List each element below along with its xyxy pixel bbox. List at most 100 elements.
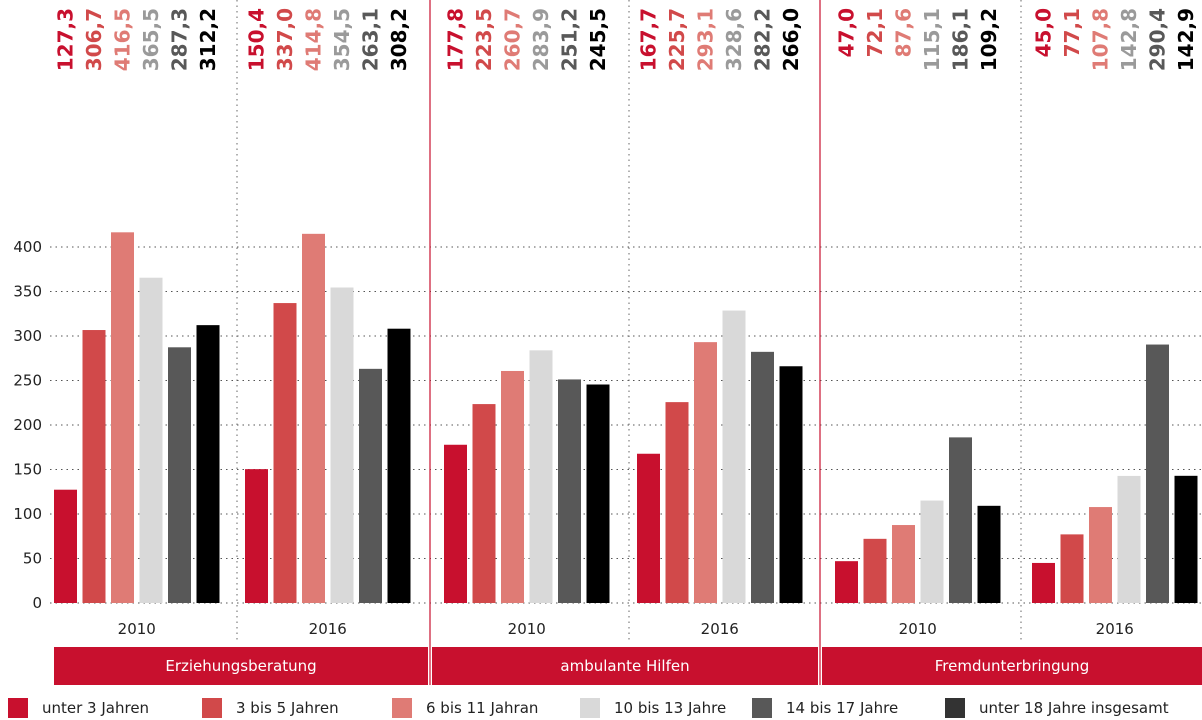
bar bbox=[111, 232, 134, 603]
value-label: 312,2 bbox=[196, 8, 220, 71]
bar bbox=[1032, 562, 1055, 603]
value-label: 283,9 bbox=[529, 8, 553, 71]
bar bbox=[529, 350, 553, 603]
bar bbox=[751, 351, 774, 603]
bar bbox=[444, 444, 467, 603]
value-label: 266,0 bbox=[779, 8, 803, 71]
y-tick-label: 300 bbox=[13, 327, 42, 345]
bar bbox=[722, 310, 746, 603]
legend-label: 3 bis 5 Jahren bbox=[236, 699, 339, 717]
value-label: 115,1 bbox=[920, 8, 944, 71]
value-label: 45,0 bbox=[1032, 8, 1056, 57]
value-label: 337,0 bbox=[273, 8, 297, 71]
value-label: 142,8 bbox=[1117, 8, 1141, 71]
group-band bbox=[54, 647, 428, 685]
legend-item: 6 bis 11 Jahran bbox=[392, 698, 538, 718]
legend-swatch bbox=[202, 698, 222, 718]
legend-item: 10 bis 13 Jahre bbox=[580, 698, 726, 718]
value-label: 354,5 bbox=[330, 8, 354, 71]
legend-label: 10 bis 13 Jahre bbox=[614, 699, 727, 717]
bar bbox=[863, 538, 887, 603]
value-label: 223,5 bbox=[472, 8, 496, 71]
group-band bbox=[432, 647, 818, 685]
legend-item: 3 bis 5 Jahren bbox=[202, 698, 339, 718]
legend-swatch bbox=[752, 698, 772, 718]
bar bbox=[330, 287, 354, 603]
bar bbox=[472, 404, 496, 603]
value-label: 167,7 bbox=[637, 8, 661, 71]
y-tick-label: 400 bbox=[13, 238, 42, 256]
x-tick-label: 2010 bbox=[899, 620, 937, 638]
bar bbox=[139, 277, 163, 603]
bar bbox=[1089, 507, 1112, 603]
bar bbox=[949, 437, 972, 603]
bar bbox=[273, 303, 297, 603]
value-label: 293,1 bbox=[694, 8, 718, 71]
value-label: 245,5 bbox=[586, 8, 610, 71]
bar bbox=[586, 384, 610, 603]
legend-swatch bbox=[392, 698, 412, 718]
value-label: 225,7 bbox=[665, 8, 689, 71]
bar bbox=[245, 469, 268, 603]
legend-item: 14 bis 17 Jahre bbox=[752, 698, 898, 718]
value-label: 260,7 bbox=[501, 8, 525, 71]
legend: unter 3 Jahren 3 bis 5 Jahren 6 bis 11 Jah… bbox=[0, 696, 1202, 720]
x-tick-label: 2016 bbox=[1096, 620, 1134, 638]
bar bbox=[1117, 475, 1141, 603]
bar bbox=[196, 325, 220, 603]
legend-label: unter 3 Jahren bbox=[42, 699, 150, 717]
legend-swatch bbox=[580, 698, 600, 718]
value-label: 142,9 bbox=[1174, 8, 1198, 71]
legend-swatch bbox=[8, 698, 28, 718]
bar bbox=[168, 347, 191, 603]
bar bbox=[558, 379, 581, 603]
legend-swatch bbox=[945, 698, 965, 718]
y-tick-label: 350 bbox=[13, 283, 42, 301]
x-tick-label: 2016 bbox=[309, 620, 347, 638]
bar bbox=[779, 366, 803, 603]
bar bbox=[665, 402, 689, 603]
value-label: 308,2 bbox=[387, 8, 411, 71]
bar bbox=[694, 342, 717, 603]
bar bbox=[387, 328, 411, 603]
value-label: 107,8 bbox=[1089, 8, 1113, 71]
x-tick-label: 2010 bbox=[118, 620, 156, 638]
legend-item: unter 18 Jahre insgesamt bbox=[945, 698, 1169, 718]
value-label: 328,6 bbox=[722, 8, 746, 71]
bar bbox=[977, 505, 1001, 603]
value-label: 87,6 bbox=[892, 8, 916, 57]
value-label: 282,2 bbox=[751, 8, 775, 71]
value-label: 287,3 bbox=[168, 8, 192, 71]
value-label: 365,5 bbox=[139, 8, 163, 71]
legend-item: unter 3 Jahren bbox=[8, 698, 149, 718]
value-label: 77,1 bbox=[1060, 8, 1084, 57]
y-tick-label: 150 bbox=[13, 461, 42, 479]
y-tick-label: 200 bbox=[13, 416, 42, 434]
value-label: 109,2 bbox=[977, 8, 1001, 71]
group-label: Fremdunterbringung bbox=[935, 657, 1089, 675]
value-label: 306,7 bbox=[82, 8, 106, 71]
bar bbox=[302, 233, 325, 603]
bar bbox=[501, 370, 524, 603]
value-label: 416,5 bbox=[111, 8, 135, 71]
bar bbox=[1146, 344, 1169, 603]
x-tick-label: 2016 bbox=[701, 620, 739, 638]
bar bbox=[892, 525, 915, 603]
value-label: 251,2 bbox=[558, 8, 582, 71]
bar bbox=[359, 368, 382, 603]
bar bbox=[920, 500, 944, 603]
x-tick-label: 2010 bbox=[508, 620, 546, 638]
group-band bbox=[822, 647, 1202, 685]
bar bbox=[1060, 534, 1084, 603]
legend-label: unter 18 Jahre insgesamt bbox=[979, 699, 1169, 717]
group-label: Erziehungsberatung bbox=[165, 657, 316, 675]
bar bbox=[54, 489, 77, 603]
legend-label: 6 bis 11 Jahran bbox=[426, 699, 539, 717]
value-label: 186,1 bbox=[949, 8, 973, 71]
value-label: 47,0 bbox=[835, 8, 859, 57]
value-label: 290,4 bbox=[1146, 8, 1170, 71]
y-tick-label: 0 bbox=[32, 594, 42, 612]
y-tick-label: 50 bbox=[23, 550, 42, 568]
value-label: 127,3 bbox=[54, 8, 78, 71]
